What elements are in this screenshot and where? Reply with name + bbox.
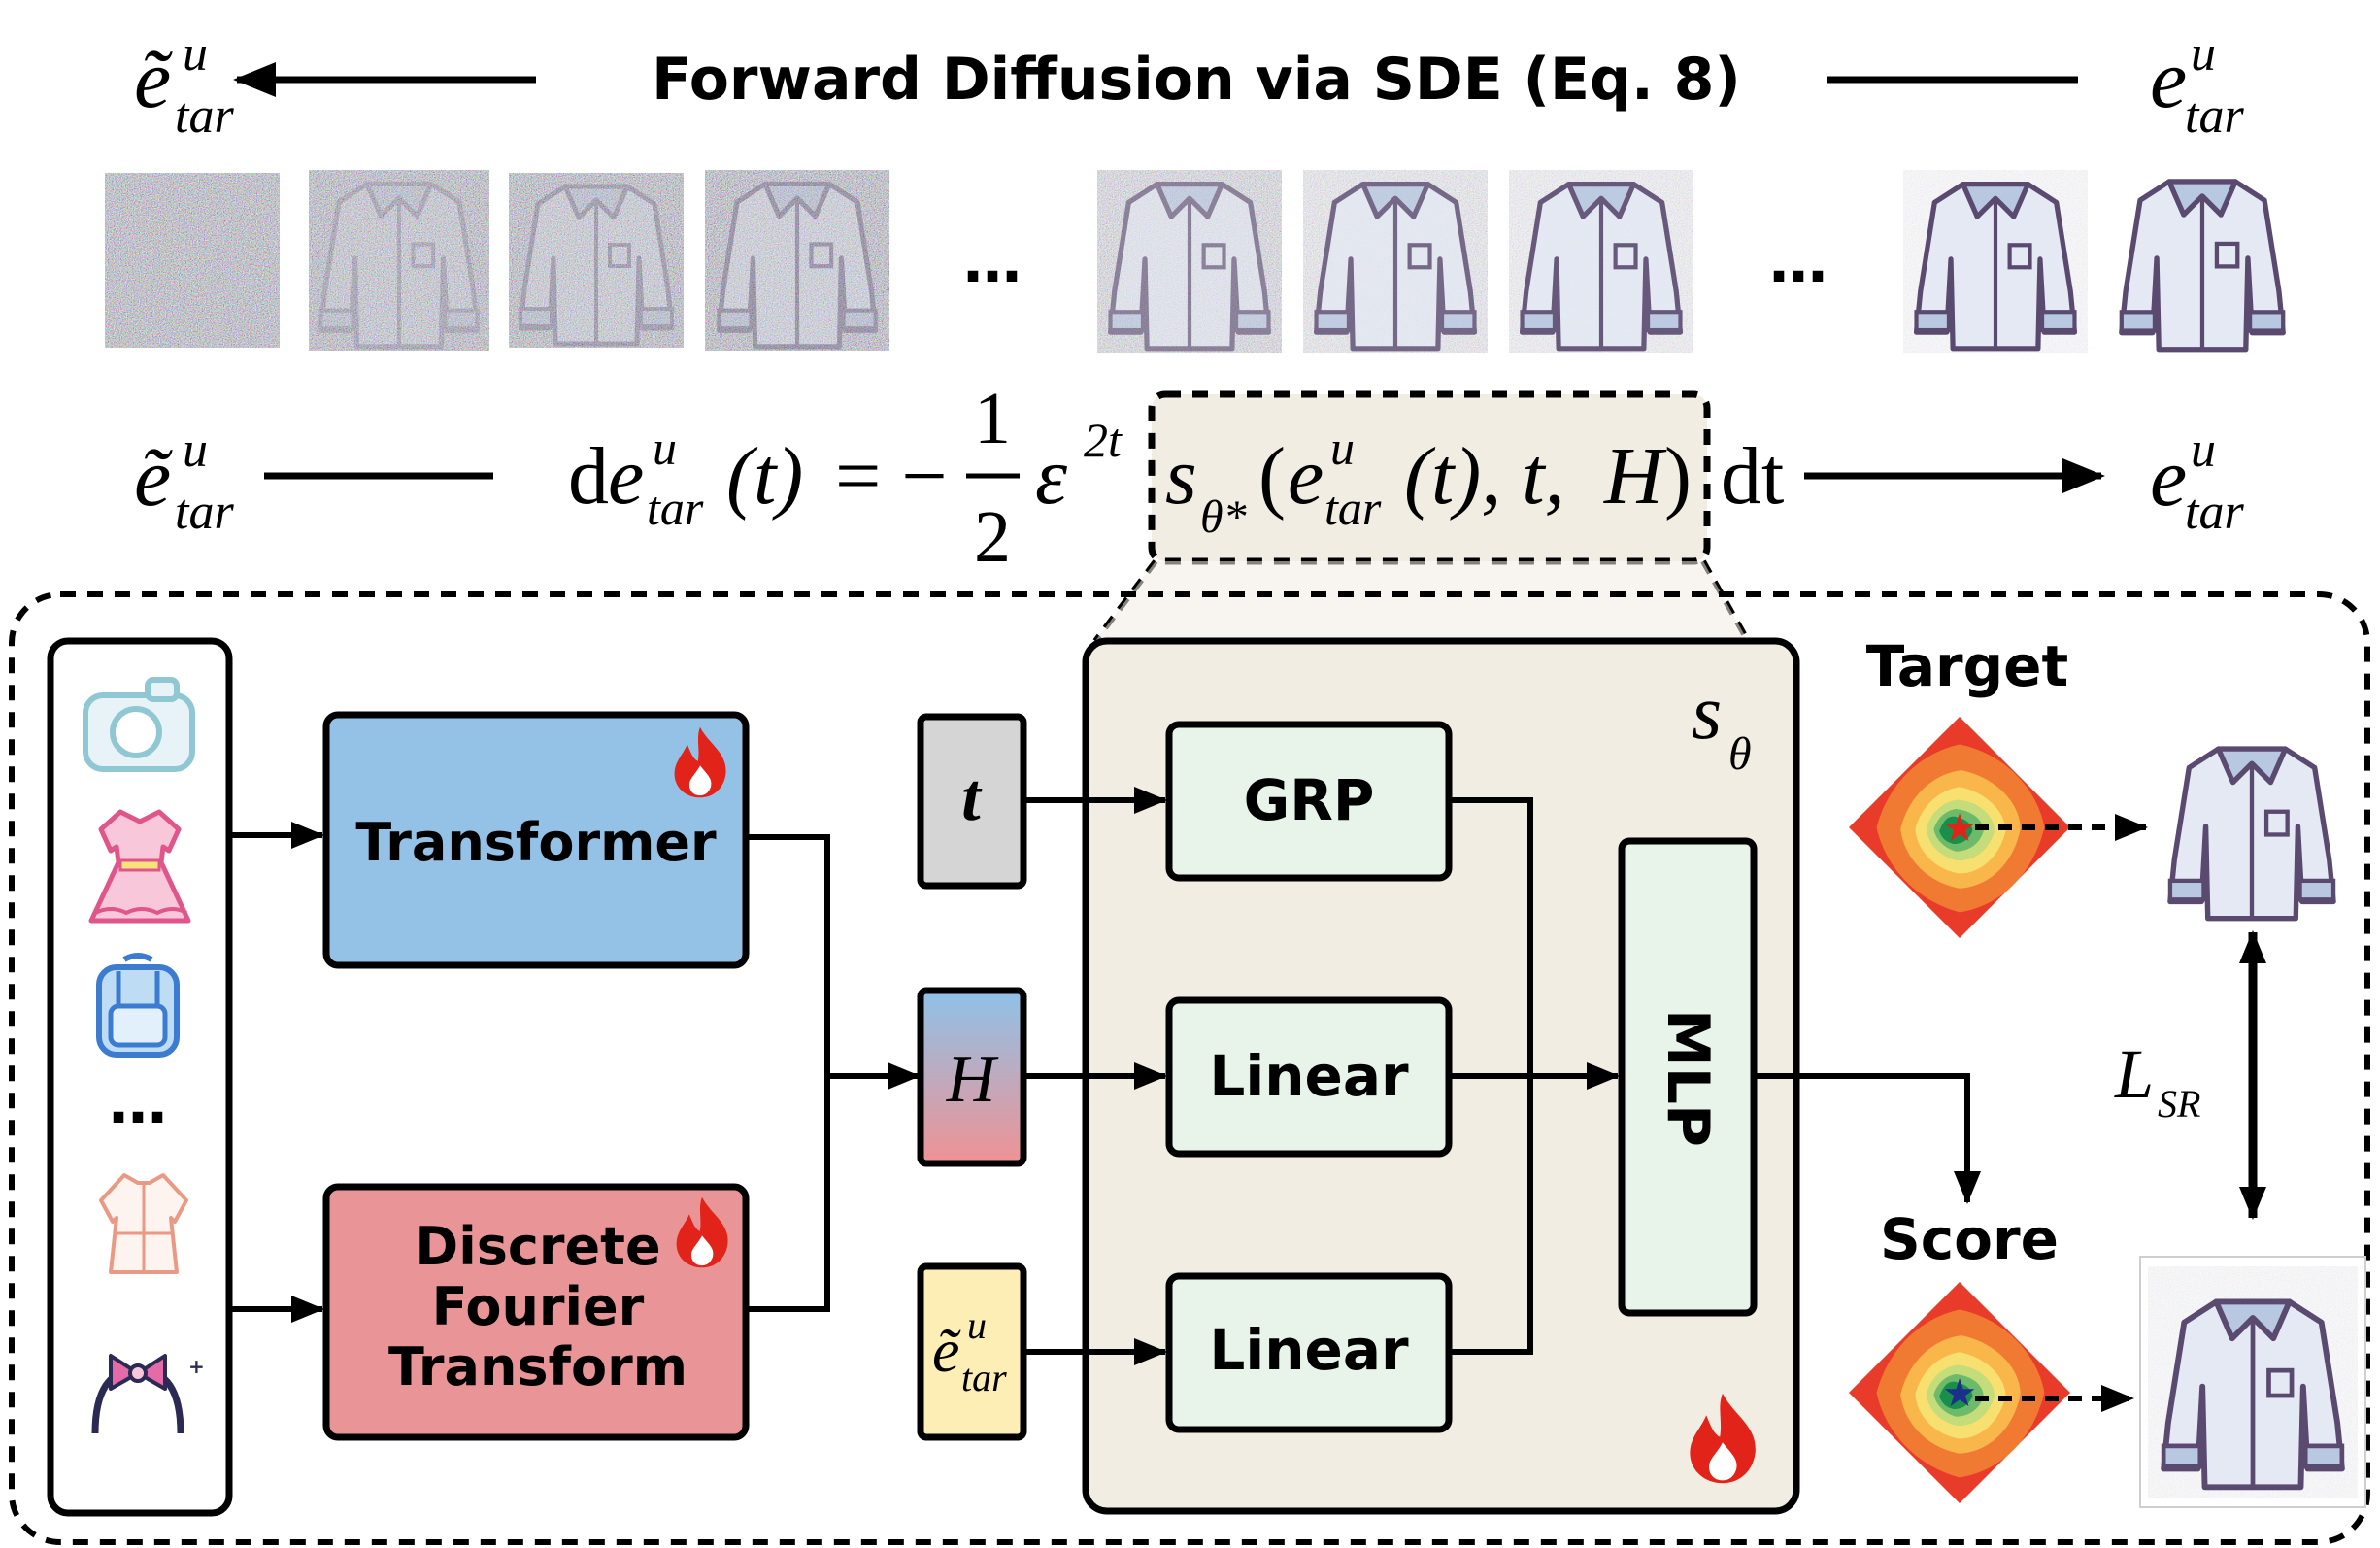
dft-label-line-3: Transform <box>388 1336 687 1397</box>
eq-args-rest: (t), t, <box>1404 431 1565 522</box>
eq-close-paren: ) <box>1664 431 1692 522</box>
e-box-glyph: ẽ <box>932 1316 961 1385</box>
dft-label-line-1: Discrete <box>415 1216 660 1277</box>
target-label: Target <box>1866 633 2068 699</box>
sup-u: u <box>2191 422 2216 478</box>
headband-icon: + <box>91 1354 205 1434</box>
eq-arg-e: e <box>1288 431 1324 522</box>
eq-arg-sup-u: u <box>1330 421 1355 475</box>
score-label: Score <box>1880 1206 2059 1272</box>
clean-shirt-image <box>2122 182 2283 350</box>
backpack-icon <box>96 953 180 1058</box>
e-box-sub: tar <box>961 1356 1007 1399</box>
sup-u: u <box>183 422 208 478</box>
eq-open-paren: ( <box>1258 431 1286 522</box>
transformer-label: Transformer <box>355 812 717 873</box>
linear-bottom-label: Linear <box>1209 1317 1409 1383</box>
eq-e: e <box>608 431 644 522</box>
sequence-ellipsis-1: … <box>963 228 1022 296</box>
score-star-icon: ★ <box>1942 1371 1977 1416</box>
equation-left-symbol: ẽ u tar <box>134 422 234 540</box>
eq-sub-tar: tar <box>647 481 704 535</box>
t-label: t <box>961 760 983 835</box>
input-ellipsis: … <box>109 1069 167 1137</box>
sup-u: u <box>183 26 208 82</box>
eq-frac-den: 2 <box>974 496 1011 578</box>
noise-image-8 <box>1903 170 2088 353</box>
top-right-symbol: e u tar <box>2150 26 2244 144</box>
dft-label-line-2: Fourier <box>432 1276 645 1337</box>
noise-image-3 <box>509 173 684 348</box>
noise-image-7 <box>1509 170 1693 353</box>
linear-top-label: Linear <box>1209 1043 1409 1109</box>
shirt-dress-icon <box>99 1173 188 1274</box>
sub-tar: tar <box>2185 88 2244 144</box>
score-noisy-shirt-image <box>2139 1256 2366 1508</box>
equation-right-symbol: e u tar <box>2150 422 2244 540</box>
input-column <box>47 637 233 1517</box>
eq-arg-sub-tar: tar <box>1324 481 1382 535</box>
sub-tar: tar <box>2185 485 2244 540</box>
noise-image-1 <box>105 173 280 348</box>
camera-icon <box>83 677 195 772</box>
noisy-image-sequence: … … <box>105 170 2283 353</box>
svg-text:+: + <box>188 1355 205 1378</box>
merge-connector <box>746 834 830 1312</box>
eq-exp: 2t <box>1084 413 1123 467</box>
noise-image-4 <box>705 170 889 351</box>
target-shirt-image <box>2170 749 2333 919</box>
sequence-ellipsis-2: … <box>1769 228 1827 296</box>
eq-s: s <box>1165 431 1197 522</box>
eq-equals-minus: = − <box>835 431 948 522</box>
noise-image-6 <box>1303 170 1488 353</box>
sub-tar: tar <box>175 485 234 540</box>
eq-t-paren: (t) <box>726 431 803 522</box>
zoom-projection <box>1095 561 1748 641</box>
zoom-line-right <box>1700 559 1751 643</box>
eq-sup-u: u <box>653 421 677 475</box>
noise-image-2 <box>309 170 489 351</box>
eq-s-sub: θ* <box>1200 491 1247 543</box>
e-tilde-glyph: ẽ <box>134 32 173 125</box>
sub-tar: tar <box>175 88 234 144</box>
loss-symbol: L <box>2114 1035 2154 1113</box>
eq-d: d <box>568 431 609 522</box>
model-frame <box>9 591 2370 1545</box>
eq-H: H <box>1603 431 1667 522</box>
e-box-sup: u <box>967 1303 987 1347</box>
grp-label: GRP <box>1244 767 1375 833</box>
noise-image-5 <box>1097 170 1282 353</box>
sup-u: u <box>2191 26 2216 82</box>
s-theta-sub: θ <box>1728 728 1752 780</box>
eq-dt: dt <box>1721 431 1784 522</box>
e-glyph: e <box>2150 32 2187 125</box>
H-label: H <box>946 1042 999 1117</box>
e-tilde-glyph: ẽ <box>134 430 173 523</box>
diffusion-title: Forward Diffusion via SDE (Eq. 8) <box>652 46 1741 114</box>
mlp-label: MLP <box>1654 1009 1722 1147</box>
mlp-to-score-arrow <box>1754 1073 1981 1204</box>
top-left-symbol: ẽ u tar <box>134 26 234 144</box>
eq-frac-num: 1 <box>974 378 1011 459</box>
e-glyph: e <box>2150 430 2187 523</box>
eq-epsilon: ε <box>1035 431 1068 522</box>
loss-sub: SR <box>2158 1082 2200 1126</box>
sde-equation: d e u tar (t) = − 1 2 ε 2t s θ* ( e u ta… <box>568 378 1784 578</box>
score-term-box <box>1148 390 1711 565</box>
dress-icon <box>88 809 191 924</box>
target-star-icon: ★ <box>1942 806 1977 851</box>
s-theta-label: s <box>1692 670 1722 756</box>
